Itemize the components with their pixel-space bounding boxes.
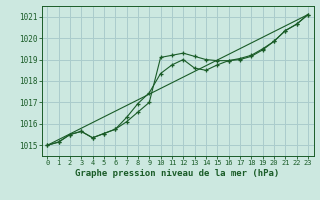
X-axis label: Graphe pression niveau de la mer (hPa): Graphe pression niveau de la mer (hPa) (76, 169, 280, 178)
